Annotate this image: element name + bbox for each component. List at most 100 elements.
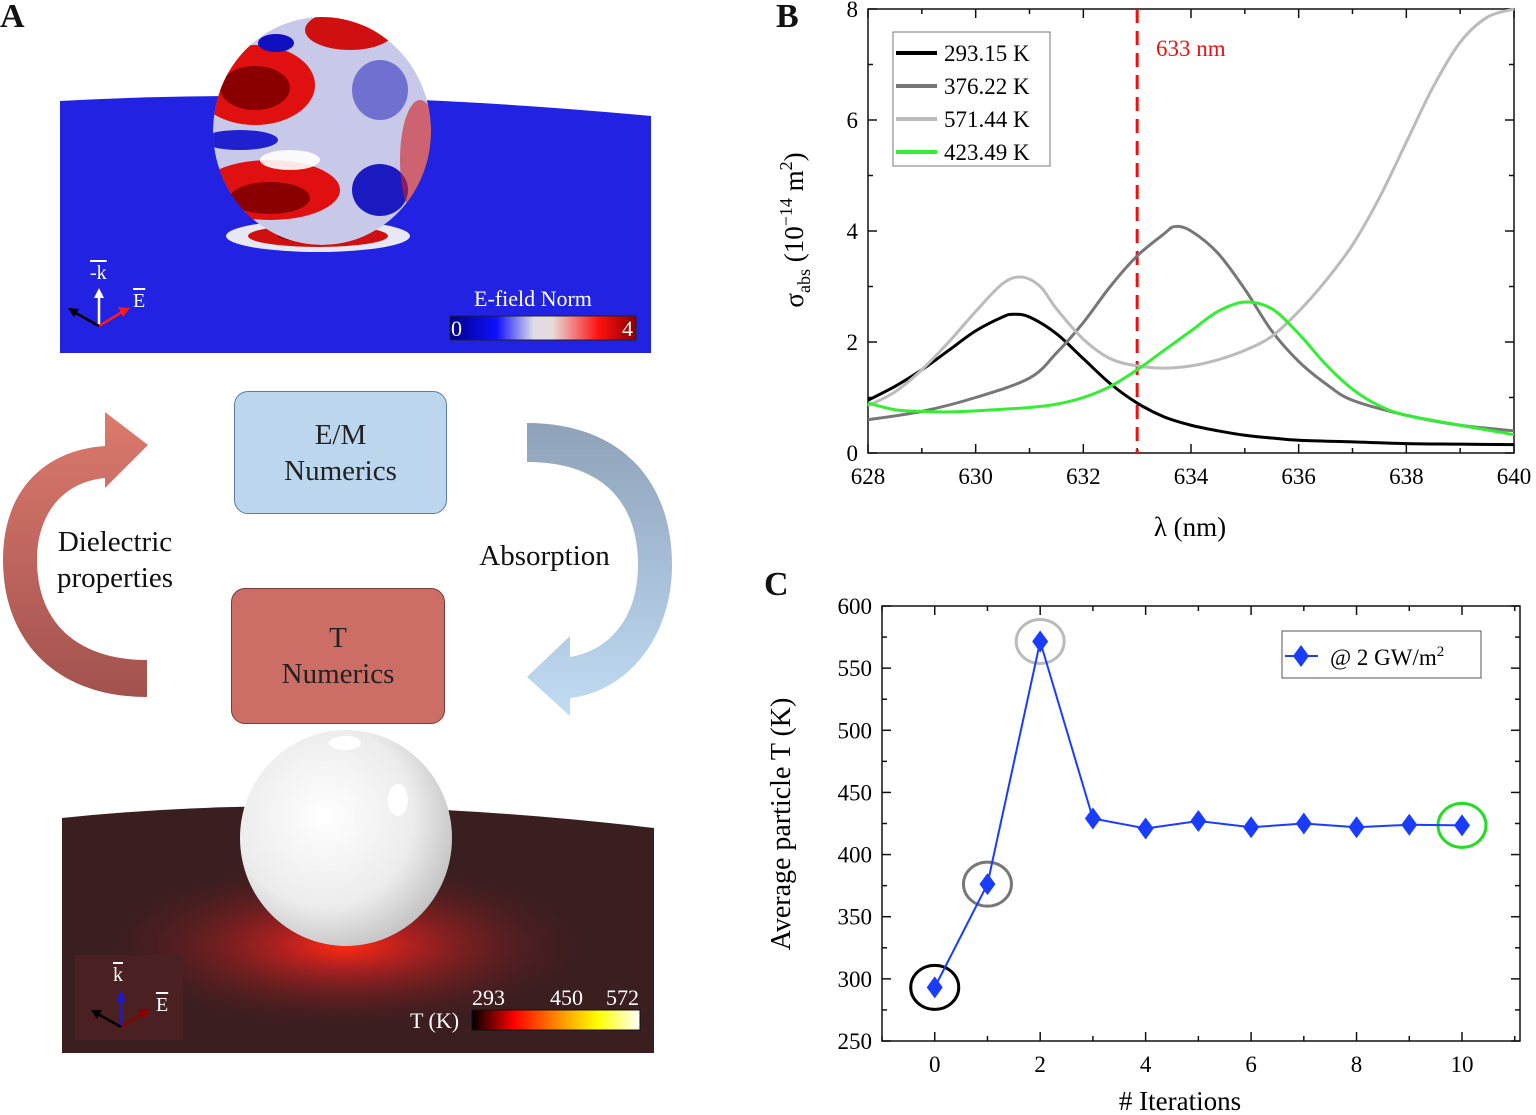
legend-label: 423.49 K bbox=[944, 140, 1030, 165]
thermal-colorbar-title: T (K) bbox=[410, 1008, 460, 1033]
data-point-diamond bbox=[1190, 810, 1207, 833]
thermal-axis-k: k bbox=[113, 964, 123, 986]
y-tick-label: 350 bbox=[838, 905, 873, 930]
y-tick-label: 550 bbox=[838, 656, 873, 681]
legend-c-label: @ 2 GW/m bbox=[1330, 645, 1437, 670]
efield-axes-triad-icon bbox=[68, 288, 130, 328]
absorption-arrow-icon bbox=[527, 423, 672, 716]
chart-c-legend: @ 2 GW/m2 bbox=[1281, 630, 1482, 679]
ylabel-exp: −14 bbox=[776, 198, 796, 226]
legend-label: 293.15 K bbox=[944, 41, 1030, 66]
series-curve-2 bbox=[867, 7, 1515, 408]
em-box-line1: E/M bbox=[314, 418, 367, 451]
dielectric-arrow-icon bbox=[3, 412, 148, 697]
y-tick-label: 2 bbox=[847, 330, 859, 355]
x-tick-label: 10 bbox=[1451, 1052, 1474, 1077]
data-point-diamond bbox=[1401, 813, 1418, 836]
y-tick-label: 400 bbox=[838, 843, 873, 868]
panel-label-b: B bbox=[776, 0, 799, 35]
y-tick-label: 4 bbox=[847, 219, 859, 244]
data-point-diamond bbox=[1084, 807, 1101, 830]
highlight-circle bbox=[1014, 617, 1066, 665]
data-point-diamond bbox=[1032, 630, 1049, 653]
panel-label-c: C bbox=[764, 566, 789, 603]
y-tick-label: 500 bbox=[838, 718, 873, 743]
data-point-diamond bbox=[979, 873, 996, 896]
x-tick-label: 638 bbox=[1389, 464, 1424, 489]
highlight-circle bbox=[961, 860, 1013, 908]
chart-b-vline-label: 633 nm bbox=[1156, 36, 1226, 61]
x-tick-label: 634 bbox=[1174, 464, 1209, 489]
series-curve-0 bbox=[867, 312, 1515, 447]
y-tick-label: 450 bbox=[838, 780, 873, 805]
thermal-axes-triad-icon bbox=[91, 990, 151, 1029]
y-tick-label: 300 bbox=[838, 967, 873, 992]
efield-colorbar-title: E-field Norm bbox=[474, 286, 592, 311]
chart-b-ylabel: σabs (10−14 m2) bbox=[776, 152, 814, 307]
x-tick-label: 6 bbox=[1245, 1052, 1257, 1077]
x-tick-label: 0 bbox=[929, 1052, 941, 1077]
data-point-diamond bbox=[1137, 817, 1154, 840]
absorption-label: Absorption bbox=[479, 540, 610, 572]
y-tick-label: 6 bbox=[847, 108, 859, 133]
legend-diamond-marker bbox=[1293, 645, 1309, 667]
ylabel-sigma: σ bbox=[779, 293, 809, 308]
efield-colorbar-max: 4 bbox=[622, 316, 633, 341]
ylabel-sq: 2 bbox=[776, 161, 796, 170]
em-box-line2: Numerics bbox=[284, 454, 397, 487]
highlight-circle bbox=[909, 963, 961, 1011]
chart-c-ylabel: Average particle T (K) bbox=[766, 698, 797, 951]
data-point-diamond bbox=[1454, 814, 1470, 837]
chart-b: 628 630 632 634 636 638 640 0 2 4 6 8 293.15 K 376.22… bbox=[847, 0, 1532, 489]
ylabel-sub: abs bbox=[794, 269, 814, 293]
y-tick-label: 600 bbox=[838, 594, 873, 619]
efield-colorbar-min: 0 bbox=[451, 316, 462, 341]
data-point-diamond bbox=[1295, 812, 1312, 835]
t-box-line1: T bbox=[329, 622, 347, 654]
thermal-colorbar-tick: 450 bbox=[550, 985, 583, 1010]
series-curve-1 bbox=[867, 224, 1515, 433]
x-tick-label: 640 bbox=[1497, 464, 1532, 489]
series-curve-3 bbox=[867, 300, 1515, 437]
dielectric-properties-label: Dielectric properties bbox=[30, 524, 200, 596]
chart-c: 0 2 4 6 8 10 250 300 350 400 450 500 550 600 bbox=[838, 594, 1521, 1077]
em-numerics-box: E/M Numerics bbox=[234, 391, 447, 514]
y-tick-label: 0 bbox=[847, 441, 859, 466]
data-point-diamond bbox=[1348, 816, 1365, 839]
dielectric-line2: properties bbox=[57, 562, 173, 594]
x-tick-label: 4 bbox=[1140, 1052, 1152, 1077]
data-point-diamond bbox=[1243, 816, 1260, 839]
x-tick-label: 630 bbox=[958, 464, 993, 489]
thermal-colorbar bbox=[471, 1009, 641, 1031]
x-tick-label: 2 bbox=[1034, 1052, 1046, 1077]
data-point-diamond bbox=[926, 976, 943, 999]
x-tick-label: 628 bbox=[851, 464, 886, 489]
x-tick-label: 8 bbox=[1351, 1052, 1363, 1077]
thermal-colorbar-tick: 293 bbox=[472, 985, 505, 1010]
efield-colorbar bbox=[449, 315, 637, 341]
thermal-sphere bbox=[240, 730, 452, 946]
svg-text:@ 2 GW/m2: @ 2 GW/m2 bbox=[1330, 644, 1444, 670]
chart-b-xlabel: λ (nm) bbox=[1154, 512, 1226, 542]
chart-b-legend: 293.15 K 376.22 K 571.44 K 423.49 K bbox=[892, 31, 1051, 167]
x-tick-label: 636 bbox=[1281, 464, 1316, 489]
legend-label: 376.22 K bbox=[944, 74, 1030, 99]
legend-c-sup: 2 bbox=[1437, 644, 1445, 660]
efield-axis-e: E bbox=[133, 290, 146, 312]
ylabel-unit: (10 bbox=[779, 226, 809, 269]
thermal-axis-e: E bbox=[156, 994, 169, 1016]
legend-label: 571.44 K bbox=[944, 107, 1030, 132]
panel-a-graphics bbox=[3, 17, 672, 1053]
ylabel-close: ) bbox=[779, 152, 809, 161]
panel-label-a: A bbox=[0, 0, 25, 35]
chart-c-xlabel: # Iterations bbox=[1119, 1086, 1241, 1115]
dielectric-line1: Dielectric bbox=[57, 526, 173, 558]
ylabel-m: m bbox=[779, 170, 809, 198]
t-box-line2: Numerics bbox=[281, 658, 395, 690]
thermal-colorbar-tick: 572 bbox=[606, 985, 639, 1010]
x-tick-label: 632 bbox=[1066, 464, 1101, 489]
y-tick-label: 8 bbox=[847, 0, 859, 22]
efield-axis-k: -k bbox=[90, 262, 107, 284]
t-numerics-box: T Numerics bbox=[231, 588, 445, 724]
